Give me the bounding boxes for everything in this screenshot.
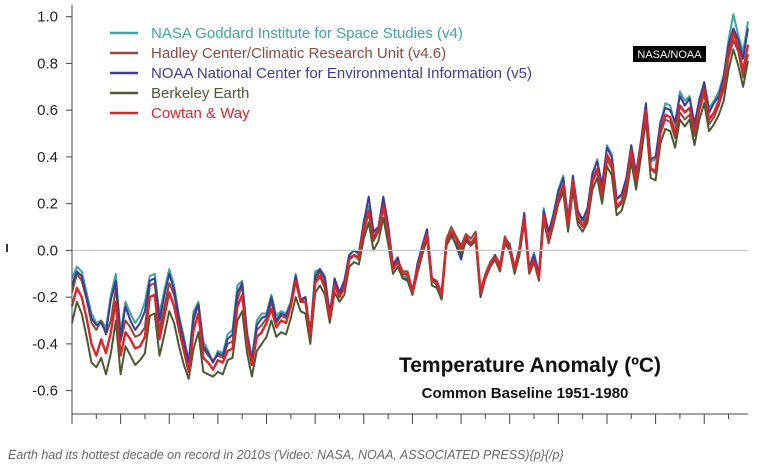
- y-tick-label: 0.6: [37, 102, 58, 119]
- y-tick-label: 0.0: [37, 242, 58, 259]
- legend-label: NOAA National Center for Environmental I…: [151, 65, 532, 82]
- source-badge: NASA/NOAA: [633, 46, 706, 62]
- source-badge-label: NASA/NOAA: [637, 49, 702, 61]
- chart-title: Temperature Anomaly (ºC): [399, 354, 661, 377]
- legend-label: NASA Goddard Institute for Space Studies…: [151, 25, 463, 42]
- y-tick-label: 0.8: [37, 55, 58, 72]
- y-tick-label: 0.2: [37, 196, 58, 213]
- temperature-anomaly-chart: -0.6 -0.4 -0.2 0.0 0.2 0.4 0.6 0.8 1.0 NASA Godd…: [32, 5, 750, 424]
- image-caption: Earth had its hottest decade on record i…: [8, 448, 564, 462]
- chart-subtitle: Common Baseline 1951-1980: [422, 385, 629, 402]
- edge-marker: [6, 244, 8, 252]
- y-tick-label: 1.0: [37, 9, 58, 26]
- chart-container: -0.6 -0.4 -0.2 0.0 0.2 0.4 0.6 0.8 1.0 NASA Godd…: [32, 5, 750, 424]
- y-tick-label: 0.4: [37, 149, 58, 166]
- legend: NASA Goddard Institute for Space Studies…: [110, 25, 532, 122]
- source-badge-background: [633, 46, 706, 62]
- legend-label: Hadley Center/Climatic Research Unit (v4…: [151, 45, 446, 62]
- y-tick-label: -0.4: [32, 336, 58, 353]
- legend-label: Cowtan & Way: [151, 105, 250, 122]
- series-line-5: [70, 31, 750, 374]
- legend-label: Berkeley Earth: [151, 85, 249, 102]
- y-tick-label: -0.2: [32, 289, 58, 306]
- y-tick-label: -0.6: [32, 383, 58, 400]
